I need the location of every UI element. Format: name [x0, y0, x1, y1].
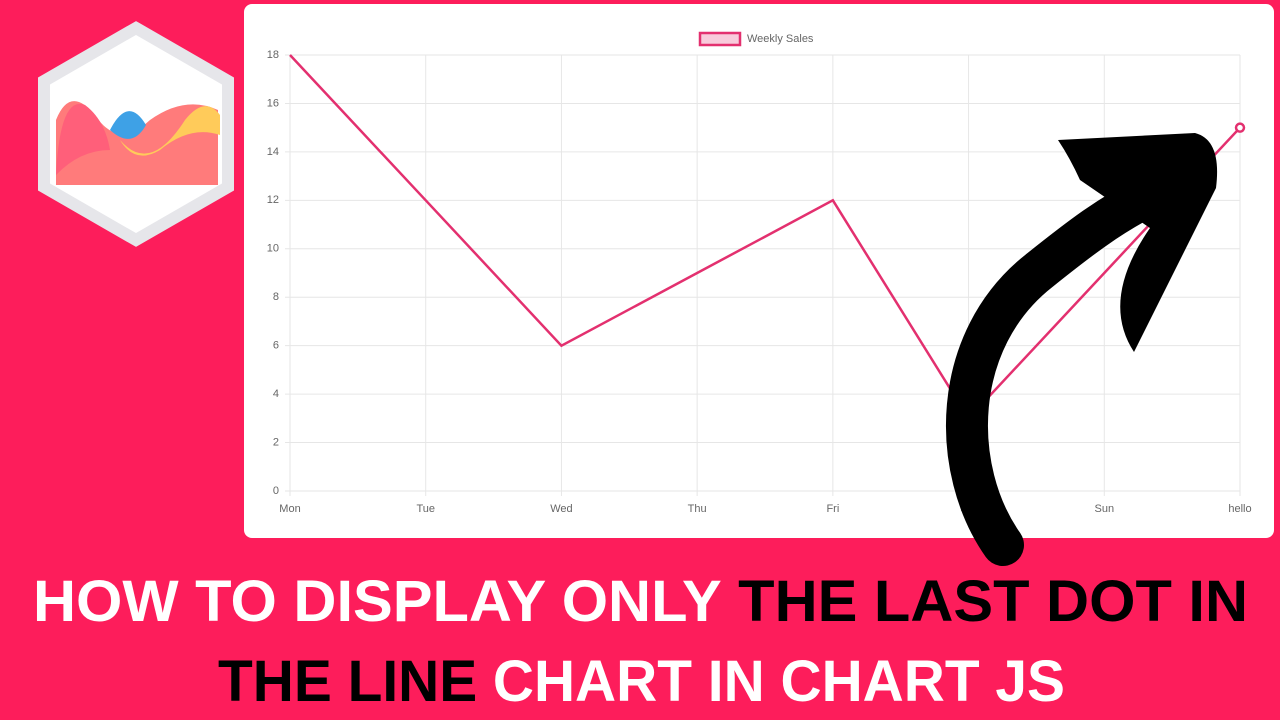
y-tick-label: 10	[267, 243, 279, 255]
x-tick-label: Tue	[416, 503, 435, 515]
headline-segment: THE LAST DOT IN	[738, 569, 1248, 634]
y-tick-label: 8	[273, 291, 279, 303]
x-tick-label: Fri	[826, 503, 839, 515]
x-tick-label: Mon	[279, 503, 300, 515]
headline: HOW TO DISPLAY ONLY THE LAST DOT IN THE LI…	[33, 569, 1248, 714]
x-tick-label: hello	[1228, 503, 1251, 515]
x-tick-label: Thu	[688, 503, 707, 515]
y-tick-label: 6	[273, 340, 279, 352]
plot: Mon Tue Wed Thu Fri Sat Sun hello02468101214161…	[267, 31, 1252, 515]
point	[1234, 122, 1246, 133]
headline-line: THE LINE CHART IN CHART JS	[218, 649, 1065, 714]
legend-swatch	[698, 31, 742, 47]
y-tick-label: 0	[273, 485, 279, 497]
headline-line: HOW TO DISPLAY ONLY THE LAST DOT IN	[33, 569, 1248, 634]
line	[289, 54, 1241, 421]
y-tick-label: 2	[273, 436, 279, 448]
headline-segment: CHART IN CHART JS	[493, 649, 1065, 714]
arrow	[946, 133, 1218, 566]
y-tick-label: 16	[267, 97, 279, 109]
headline-segment: HOW TO DISPLAY ONLY	[33, 569, 722, 634]
x-tick-label: Wed	[550, 503, 572, 515]
y-tick-label: 4	[273, 388, 279, 400]
x-tick-label: Sun	[1094, 503, 1114, 515]
y-tick-label: 14	[267, 146, 279, 158]
legend-label: Weekly Sales	[747, 33, 814, 45]
chart-card	[244, 4, 1274, 538]
headline-segment: THE LINE	[218, 649, 477, 714]
y-tick-label: 18	[267, 49, 279, 61]
y-tick-label: 12	[267, 194, 279, 206]
logo	[38, 21, 234, 247]
